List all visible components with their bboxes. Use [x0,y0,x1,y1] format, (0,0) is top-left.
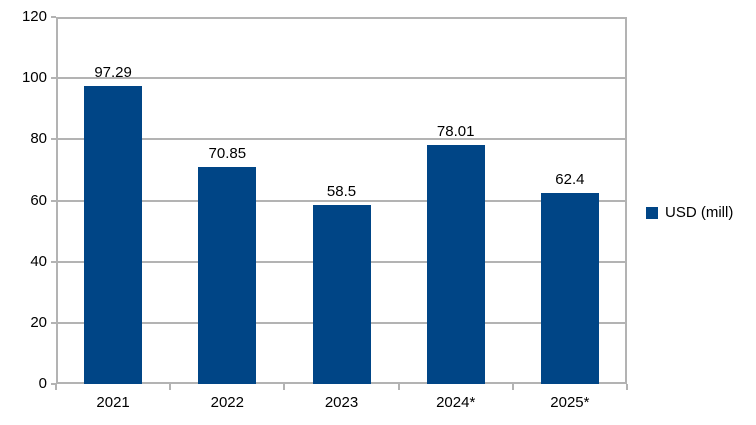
data-label: 70.85 [208,145,247,163]
y-axis-tick [51,16,56,18]
data-label: 97.29 [94,64,132,82]
y-axis-label: 60 [30,191,47,209]
x-axis-tick [169,384,172,390]
bar [198,167,257,384]
y-axis-tick [51,138,56,141]
y-gridline [56,77,627,80]
legend-label: USD (mill) [665,204,734,221]
bar [84,86,143,384]
y-axis-label: 20 [30,313,47,331]
x-axis-label: 2025* [550,394,590,411]
x-axis-tick [397,384,400,390]
y-axis-tick [51,77,56,80]
data-label: 78.01 [436,123,475,141]
y-axis-label: 120 [21,8,47,25]
x-axis-label: 2023 [324,394,359,411]
x-axis-label: 2024* [436,394,476,411]
x-axis-tick [283,384,286,390]
data-label: 62.4 [555,171,585,189]
y-gridline [56,199,627,202]
legend: USD (mill) [646,204,733,222]
y-axis-tick [51,260,56,263]
y-axis-label: 100 [21,69,47,87]
x-axis-tick [511,384,514,390]
bar [540,193,599,384]
x-axis-tick [55,384,57,390]
y-axis-tick [51,199,56,202]
x-axis-tick [626,384,628,390]
y-axis-label: 40 [30,252,47,270]
y-axis-label: 0 [38,375,47,392]
y-axis-tick [51,321,56,324]
x-axis-label: 2021 [96,394,130,411]
legend-swatch-icon [646,207,658,219]
y-axis-label: 80 [30,130,47,148]
x-axis-label: 2022 [210,394,244,411]
y-axis-tick [51,383,56,385]
data-label: 58.5 [326,183,357,201]
bar [312,205,371,384]
y-gridline [56,138,627,141]
bar [426,145,485,384]
